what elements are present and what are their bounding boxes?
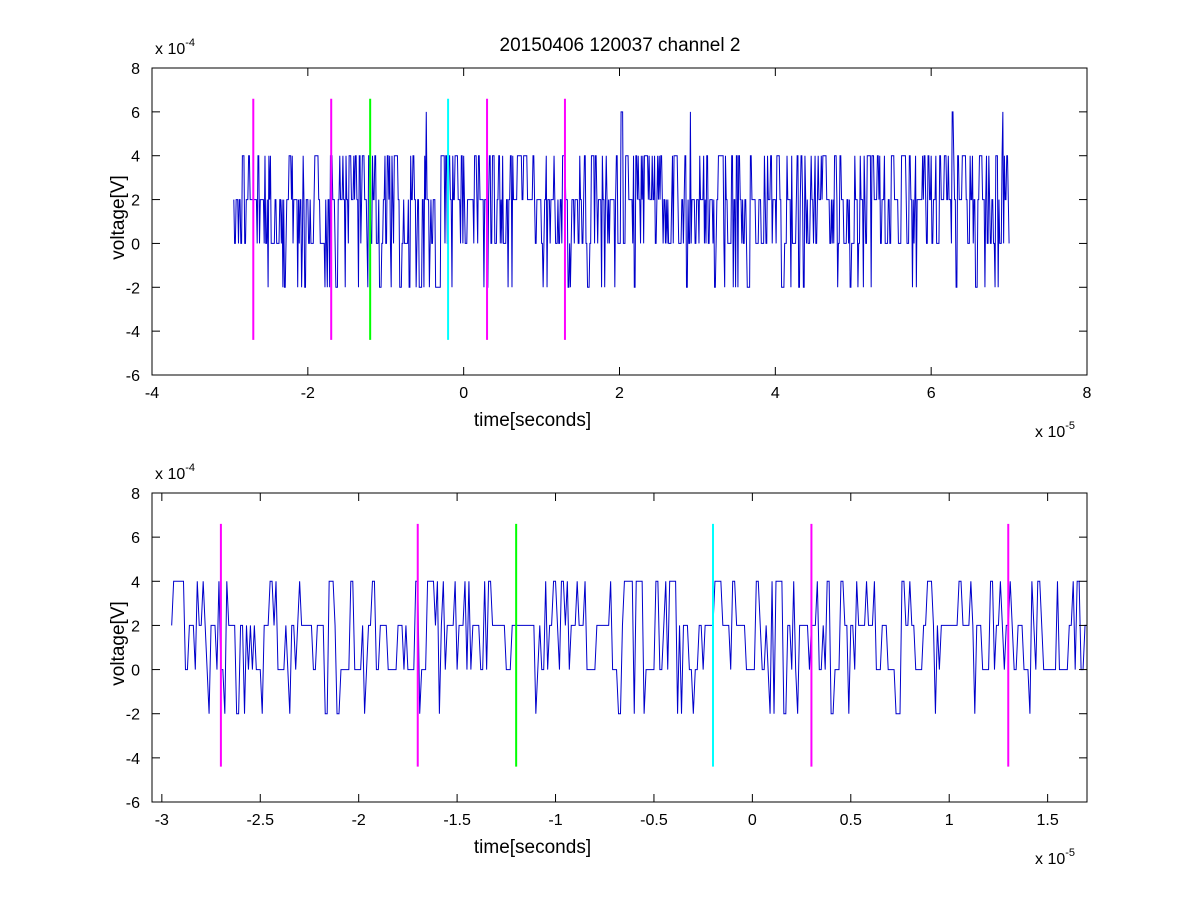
axes-box: [151, 67, 1088, 376]
x-exponent-base: x 10: [1035, 851, 1065, 868]
y-exponent-base: x 10: [155, 466, 185, 483]
x-tick-label: 8: [1083, 385, 1092, 402]
y-tick-label: 2: [131, 618, 140, 635]
tick-group: -3 -2.5 -2 -1.5 -1 -0.5 0 0.5 1 1.5 -6 -4 -2 0 2 4 6 8: [126, 486, 1087, 829]
subplot-bottom: -3 -2.5 -2 -1.5 -1 -0.5 0 0.5 1 1.5 -6 -4 -2 0 2 4 6 8 ti…: [108, 462, 1088, 868]
x-exponent-label: x 10-5: [1035, 420, 1075, 441]
x-tick-label: 1: [945, 812, 954, 829]
y-exponent-power: -4: [185, 37, 195, 49]
event-markers-group: [219, 523, 1010, 767]
y-tick-label: 0: [131, 663, 140, 680]
y-exponent-power: -4: [185, 462, 195, 474]
x-exponent-label: x 10-5: [1035, 847, 1075, 868]
y-axis-label: voltage[V]: [108, 601, 129, 686]
x-tick-label: 0: [459, 385, 468, 402]
x-tick-label: -3: [155, 812, 169, 829]
y-tick-label: -4: [126, 324, 140, 341]
y-tick-label: 2: [131, 193, 140, 210]
x-tick-label: -1.5: [443, 812, 471, 829]
tick-group: -4 -2 0 2 4 6 8 -6 -4 -2 0 2 4 6 8: [126, 61, 1092, 402]
x-exponent-power: -5: [1065, 420, 1075, 432]
event-markers-group: [252, 98, 566, 340]
signal-trace-group: [171, 580, 1087, 715]
y-exponent-label: x 10-4: [155, 37, 195, 58]
y-tick-label: 4: [131, 149, 140, 166]
x-tick-label: 2: [615, 385, 624, 402]
x-tick-label: -2: [352, 812, 366, 829]
x-tick-label: -4: [145, 385, 159, 402]
x-tick-label: -1: [548, 812, 562, 829]
signal-trace: [171, 580, 1087, 715]
y-tick-label: 6: [131, 530, 140, 547]
x-tick-label: -2.5: [246, 812, 274, 829]
y-tick-label: 4: [131, 574, 140, 591]
y-tick-label: -2: [126, 707, 140, 724]
y-tick-label: -6: [126, 368, 140, 385]
x-exponent-base: x 10: [1035, 424, 1065, 441]
signal-trace: [233, 111, 1010, 288]
axes-box: [151, 492, 1088, 803]
y-axis-label: voltage[V]: [108, 175, 129, 260]
y-tick-label: -2: [126, 280, 140, 297]
y-tick-label: -4: [126, 751, 140, 768]
y-tick-label: 8: [131, 486, 140, 503]
y-exponent-label: x 10-4: [155, 462, 195, 483]
x-tick-label: 0.5: [840, 812, 862, 829]
y-tick-label: 0: [131, 236, 140, 253]
x-axis-label: time[seconds]: [474, 410, 591, 431]
signal-trace-group: [233, 111, 1010, 288]
y-tick-label: -6: [126, 795, 140, 812]
x-axis-label: time[seconds]: [474, 837, 591, 858]
y-tick-label: 6: [131, 105, 140, 122]
x-tick-label: 1.5: [1037, 812, 1059, 829]
x-tick-label: 6: [927, 385, 936, 402]
x-tick-label: -2: [301, 385, 315, 402]
y-tick-label: 8: [131, 61, 140, 78]
x-tick-label: -0.5: [640, 812, 668, 829]
figure-title: 20150406 120037 channel 2: [500, 35, 741, 56]
y-exponent-base: x 10: [155, 41, 185, 58]
x-tick-label: 4: [771, 385, 780, 402]
subplot-top: -4 -2 0 2 4 6 8 -6 -4 -2 0 2 4 6 8 time[seconds] volta…: [108, 37, 1092, 441]
x-tick-label: 0: [748, 812, 757, 829]
x-exponent-power: -5: [1065, 847, 1075, 859]
